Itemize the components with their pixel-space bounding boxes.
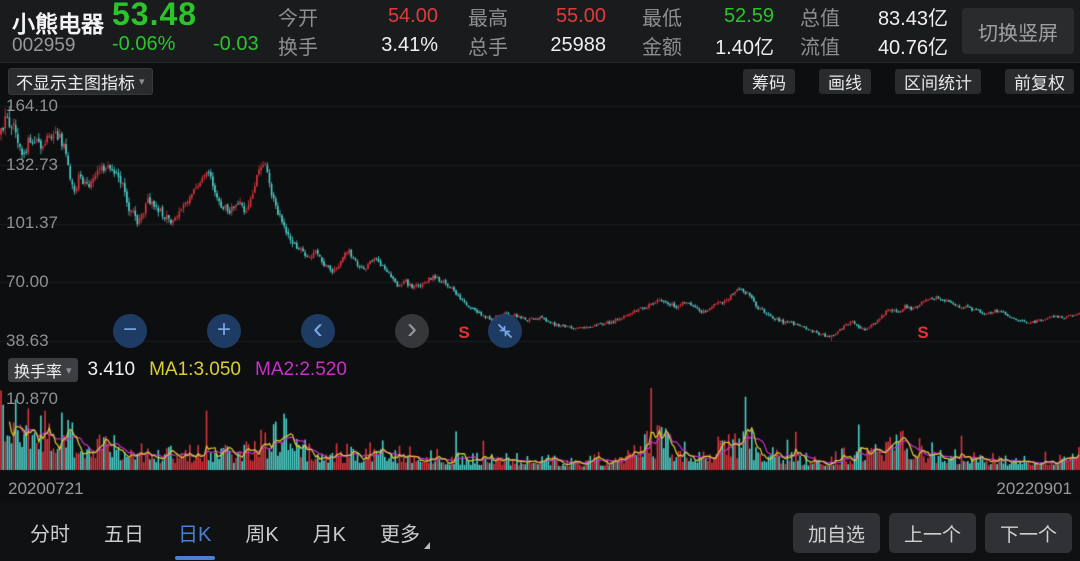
zoom-in-button[interactable]: + xyxy=(207,314,241,348)
stat-label-turnover: 换手 xyxy=(278,37,318,59)
kline-canvas[interactable] xyxy=(0,94,1080,356)
zoom-out-button[interactable]: − xyxy=(113,314,147,348)
draw-line-button[interactable]: 画线 xyxy=(819,69,871,94)
last-price: 53.48 xyxy=(112,0,198,32)
add-watchlist-button[interactable]: 加自选 xyxy=(792,513,880,553)
stat-label-volume: 总手 xyxy=(468,37,508,59)
y-axis-label-2: 132.73 xyxy=(6,155,58,174)
turnover-chart-area[interactable]: 10.870 xyxy=(0,384,1080,473)
stat-value-high: 55.00 xyxy=(555,5,606,27)
next-stock-button[interactable]: 下一个 xyxy=(984,513,1072,553)
turnover-ma1-value: MA1:3.050 xyxy=(149,359,241,380)
sub-indicator-bar: 换手率 ▾ 3.410 MA1:3.050 MA2:2.520 xyxy=(0,356,1080,384)
stat-value-floatcap: 40.76亿 xyxy=(877,37,948,59)
tab-more[interactable]: 更多 xyxy=(380,514,431,551)
action-buttons: 加自选 上一个 下一个 xyxy=(792,513,1072,553)
period-tab-bar: 分时 五日 日K 周K 月K 更多 加自选 上一个 下一个 xyxy=(0,503,1080,561)
main-indicator-dropdown-label: 不显示主图指标 xyxy=(16,74,135,93)
chevron-left-icon: ‹ xyxy=(313,311,323,345)
volume-canvas[interactable] xyxy=(0,384,1080,473)
stock-code: 002959 xyxy=(12,35,76,56)
stat-value-volume: 25988 xyxy=(550,34,606,56)
sell-marker: S xyxy=(917,323,929,342)
turnover-ma2-value: MA2:2.520 xyxy=(255,359,347,380)
kline-chart-area[interactable]: 164.10 132.73 101.37 70.00 38.63 − + ‹ ›… xyxy=(0,94,1080,356)
stat-label-high: 最高 xyxy=(468,8,508,30)
tab-five-day[interactable]: 五日 xyxy=(104,523,144,546)
stat-value-open: 54.00 xyxy=(387,5,438,27)
x-axis-end-date: 20220901 xyxy=(996,479,1072,498)
collapse-arrows-icon xyxy=(498,324,512,338)
collapse-chart-button[interactable] xyxy=(488,314,522,348)
rotate-screen-button[interactable]: 切换竖屏 xyxy=(962,8,1074,54)
quote-header: 小熊电器 002959 53.48 -0.06% -0.03 今开 54.00 … xyxy=(0,0,1080,63)
sub-indicator-dropdown[interactable]: 换手率 ▾ xyxy=(8,358,78,382)
y-axis-label-3: 101.37 xyxy=(6,213,58,232)
stock-name: 小熊电器 xyxy=(12,11,104,37)
previous-stock-button[interactable]: 上一个 xyxy=(888,513,976,553)
chevron-right-icon: › xyxy=(407,311,417,345)
turnover-scale-max-label: 10.870 xyxy=(6,389,58,408)
stat-label-open: 今开 xyxy=(278,8,318,30)
main-indicator-dropdown[interactable]: 不显示主图指标 ▾ xyxy=(8,68,153,95)
change-percent: -0.06% xyxy=(112,33,176,55)
tab-more-label: 更多 xyxy=(380,523,421,546)
quote-stats-grid: 今开 54.00 最高 55.00 最低 52.59 总值 83.43亿 换手 … xyxy=(278,2,948,60)
tab-daily-k[interactable]: 日K xyxy=(178,514,211,551)
sub-indicator-dropdown-label: 换手率 xyxy=(14,364,63,381)
toolbar-buttons: 筹码 画线 区间统计 前复权 xyxy=(743,69,1074,94)
minus-icon: − xyxy=(122,316,137,343)
caret-down-icon: ▾ xyxy=(139,76,145,88)
turnover-current-value: 3.410 xyxy=(87,359,136,380)
forward-adjust-button[interactable]: 前复权 xyxy=(1005,69,1074,94)
y-axis-label-5: 38.63 xyxy=(6,331,49,350)
triangle-down-icon xyxy=(424,541,431,549)
stat-label-floatcap: 流值 xyxy=(800,37,840,59)
chart-toolbar: 不显示主图指标 ▾ 筹码 画线 区间统计 前复权 xyxy=(0,63,1080,95)
stat-value-amount: 1.40亿 xyxy=(715,37,774,59)
range-stats-button[interactable]: 区间统计 xyxy=(895,69,981,94)
chips-button[interactable]: 筹码 xyxy=(743,69,795,94)
tab-weekly-k[interactable]: 周K xyxy=(245,523,279,546)
x-axis-date-row: 20200721 20220901 xyxy=(0,473,1080,503)
period-tabs: 分时 五日 日K 周K 月K 更多 xyxy=(30,503,431,561)
y-axis-label-1: 164.10 xyxy=(6,96,58,115)
sell-marker: S xyxy=(458,323,470,342)
pan-right-button[interactable]: › xyxy=(395,311,429,348)
stat-label-amount: 金额 xyxy=(642,37,682,59)
stat-label-marketcap: 总值 xyxy=(800,8,840,30)
y-axis-label-4: 70.00 xyxy=(6,272,49,291)
pan-left-button[interactable]: ‹ xyxy=(301,311,335,348)
tab-minute[interactable]: 分时 xyxy=(30,523,70,546)
x-axis-start-date: 20200721 xyxy=(8,479,84,498)
caret-down-icon: ▾ xyxy=(66,364,72,377)
stat-value-low: 52.59 xyxy=(723,5,774,27)
stat-value-turnover: 3.41% xyxy=(381,34,438,56)
stat-value-marketcap: 83.43亿 xyxy=(877,8,948,30)
tab-monthly-k[interactable]: 月K xyxy=(312,523,347,546)
plus-icon: + xyxy=(216,316,231,343)
change-amount: -0.03 xyxy=(213,33,259,55)
stat-label-low: 最低 xyxy=(642,8,682,30)
